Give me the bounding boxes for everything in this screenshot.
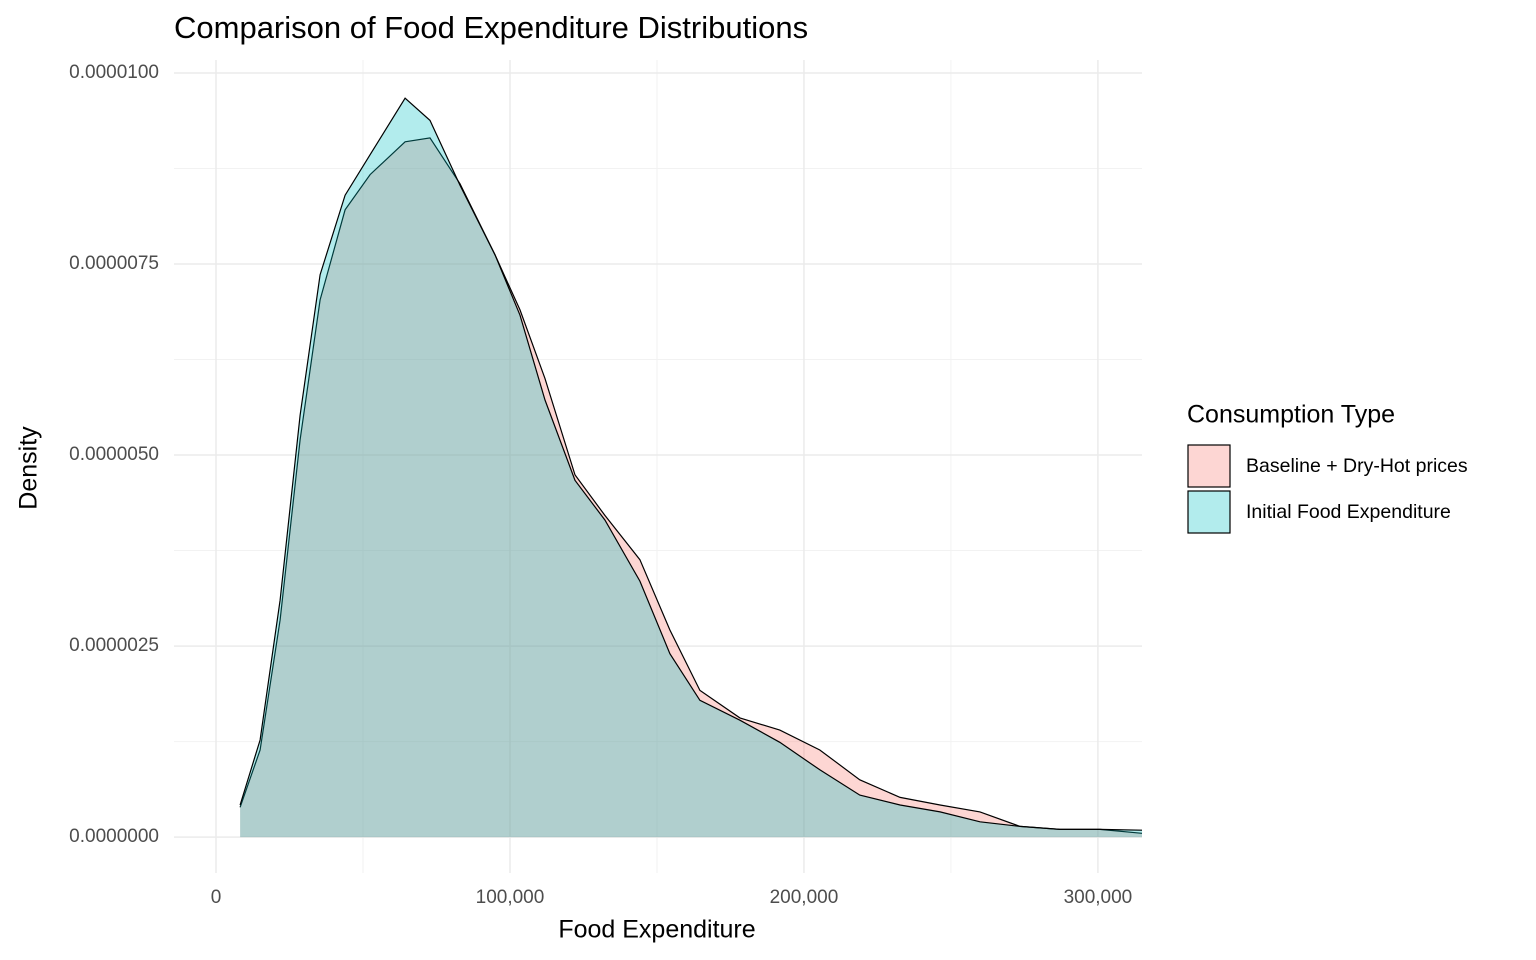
x-tick-label: 0: [211, 887, 222, 908]
x-axis-title: Food Expenditure: [558, 916, 755, 944]
x-tick-label: 300,000: [1064, 887, 1133, 908]
y-tick-label: 0.0000075: [69, 253, 159, 274]
legend-key: [1187, 444, 1231, 488]
y-tick-label: 0.0000000: [69, 826, 159, 847]
legend-label: Baseline + Dry-Hot prices: [1246, 455, 1468, 477]
y-axis-title: Density: [15, 426, 43, 510]
chart-title: Comparison of Food Expenditure Distribut…: [174, 10, 808, 45]
x-tick-label: 200,000: [770, 887, 839, 908]
legend-title: Consumption Type: [1187, 401, 1395, 429]
y-tick-label: 0.0000025: [69, 635, 159, 656]
density-outline: [239, 137, 1143, 834]
density-area: [240, 137, 1143, 838]
x-tick-label: 100,000: [476, 887, 545, 908]
y-tick-label: 0.0000050: [69, 444, 159, 465]
density-outline: [239, 97, 1143, 831]
density-area: [240, 98, 1143, 838]
legend-label: Initial Food Expenditure: [1246, 501, 1451, 523]
y-tick-label: 0.0000100: [69, 62, 159, 83]
legend-key: [1187, 490, 1231, 534]
